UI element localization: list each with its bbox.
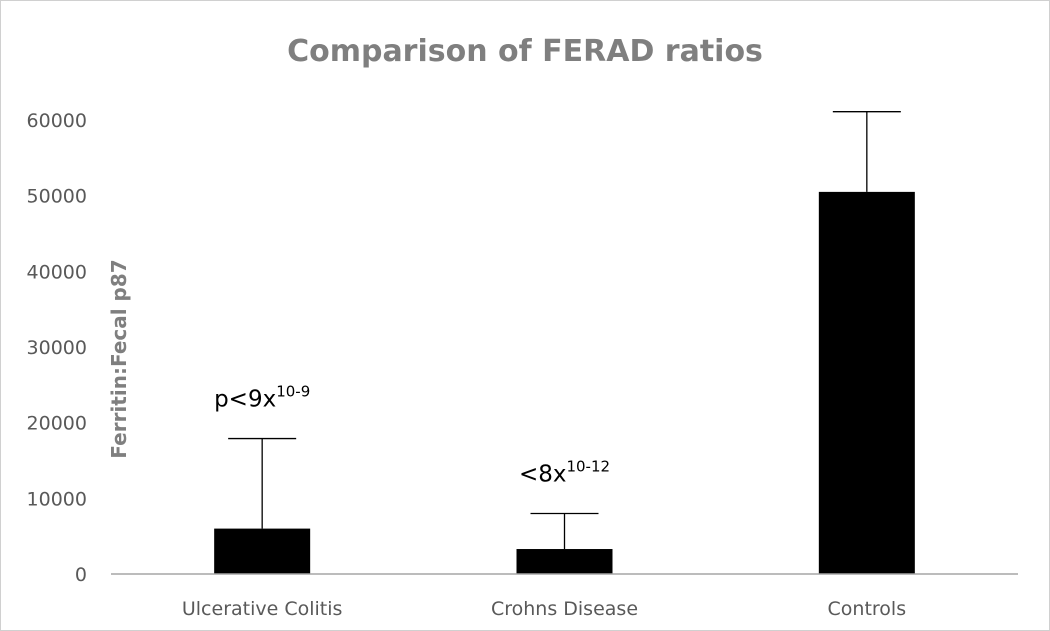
y-tick-label: 40000: [27, 261, 87, 283]
annotation-superscript: 10-12: [566, 457, 610, 475]
y-axis-ticks: 0 10000 20000 30000 40000 50000 60000: [27, 110, 87, 586]
bars: [214, 191, 915, 574]
annotations: p<9x10-9 <8x10-12: [214, 383, 610, 488]
error-bars: [228, 111, 901, 550]
x-category-label: Crohns Disease: [491, 598, 638, 620]
y-tick-label: 60000: [27, 110, 87, 132]
bar: [818, 191, 915, 574]
chart-title: Comparison of FERAD ratios: [287, 34, 763, 69]
y-tick-label: 30000: [27, 337, 87, 359]
annotation-superscript: 10-9: [276, 383, 310, 401]
significance-annotation: <8x10-12: [519, 457, 610, 487]
x-axis-categories: Ulcerative Colitis Crohns Disease Controls: [182, 598, 906, 620]
y-tick-label: 20000: [27, 413, 87, 435]
bar: [214, 528, 311, 574]
significance-annotation: p<9x10-9: [214, 383, 310, 413]
y-tick-label: 50000: [27, 186, 87, 208]
annotation-base: <8x: [519, 461, 567, 487]
annotation-base: p<9x: [214, 387, 276, 413]
y-axis-label: Ferritin:Fecal p87: [107, 259, 131, 458]
bar: [516, 549, 613, 574]
x-category-label: Ulcerative Colitis: [182, 598, 343, 620]
y-tick-label: 0: [75, 564, 87, 586]
x-category-label: Controls: [828, 598, 907, 620]
y-tick-label: 10000: [27, 488, 87, 510]
